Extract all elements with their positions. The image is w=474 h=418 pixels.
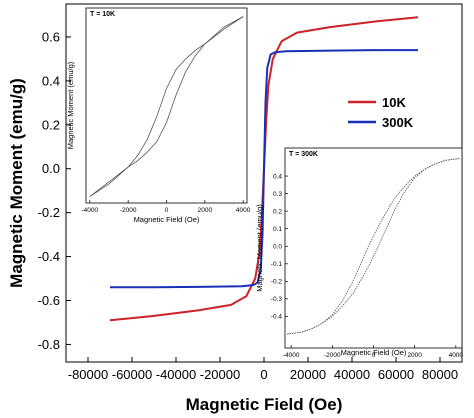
inset0-x-tick-label-2000: 2000 xyxy=(198,207,213,214)
series-line-300k xyxy=(110,49,418,289)
main-x-tick-label-0: 0 xyxy=(260,367,267,382)
legend-label-10k: 10K xyxy=(382,95,406,110)
legend: 10K 300K xyxy=(348,95,414,130)
inset-10k-x-ticks: -4000 -2000 0 2000 4000 xyxy=(82,200,251,214)
inset1-x-tick-label-0: 0 xyxy=(372,352,376,359)
inset1-y-tick-label-0: 0.0 xyxy=(273,244,282,251)
legend-label-300k: 300K xyxy=(382,115,414,130)
inset0-x-tick-label--4000: -4000 xyxy=(82,207,99,214)
inset1-y-tick-label-0-4: 0.4 xyxy=(273,173,282,180)
inset-10k-curves xyxy=(89,16,244,197)
main-y-tick-label-0-2: 0.2 xyxy=(42,117,60,132)
main-y-tick-label-0: 0.0 xyxy=(42,161,60,176)
inset-300k-frame xyxy=(284,147,463,349)
inset1-y-tick-label--0-1: -0.1 xyxy=(271,261,283,268)
main-x-axis-label: Magnetic Field (Oe) xyxy=(186,395,343,414)
inset-300k-title: T = 300K xyxy=(289,151,318,158)
inset-300k: -4000 -2000 0 2000 4000 -0.4 -0.3 -0.2 -0.1 0.0 0… xyxy=(255,147,464,359)
main-y-tick-label--0-8: -0.8 xyxy=(38,337,60,352)
inset-300k-y-axis-label: Magnetic Moment (emu/g) xyxy=(255,204,264,292)
inset-10k-title: T = 10K xyxy=(90,11,115,18)
inset1-y-tick-label--0-4: -0.4 xyxy=(271,314,283,321)
main-y-tick-label-0-6: 0.6 xyxy=(42,29,60,44)
main-y-tick-label-0-4: 0.4 xyxy=(42,73,60,88)
main-x-tick-label-60000: 60000 xyxy=(378,367,414,382)
main-x-tick-label-80000: 80000 xyxy=(422,367,458,382)
inset1-y-tick-label-0-2: 0.2 xyxy=(273,208,282,215)
inset-300k-curves xyxy=(287,158,460,335)
inset0-curve-lower xyxy=(89,16,244,197)
inset0-x-tick-label-4000: 4000 xyxy=(236,207,251,214)
main-y-axis-label: Magnetic Moment (emu/g) xyxy=(7,78,26,288)
main-x-ticks: -80000 -60000 -40000 -20000 0 20000 40000 60000… xyxy=(68,357,458,382)
inset0-x-tick-label-0: 0 xyxy=(165,207,169,214)
inset-10k-frame xyxy=(85,7,248,204)
inset1-x-tick-label--2000: -2000 xyxy=(324,352,341,359)
inset1-x-tick-label-4000: 4000 xyxy=(449,352,464,359)
main-x-tick-label--60000: -60000 xyxy=(112,367,152,382)
inset1-y-tick-label--0-2: -0.2 xyxy=(271,279,283,286)
inset1-y-tick-label-0-1: 0.1 xyxy=(273,226,282,233)
main-x-tick-label--20000: -20000 xyxy=(200,367,240,382)
main-x-tick-label-40000: 40000 xyxy=(334,367,370,382)
inset-10k: -4000 -2000 0 2000 4000 T = 10K Magnetic Fie… xyxy=(66,7,251,224)
inset-10k-x-axis-label: Magnetic Field (Oe) xyxy=(134,215,200,224)
main-y-tick-label--0-2: -0.2 xyxy=(38,205,60,220)
main-y-tick-label--0-6: -0.6 xyxy=(38,293,60,308)
inset1-y-tick-label-0-3: 0.3 xyxy=(273,191,282,198)
inset-300k-x-axis-label: Magnetic Field (Oe) xyxy=(341,348,407,357)
inset1-x-tick-label-2000: 2000 xyxy=(407,352,422,359)
inset-300k-y-ticks: -0.4 -0.3 -0.2 -0.1 0.0 0.1 0.2 0.3 0.4 xyxy=(271,173,288,321)
main-plot: -80000 -60000 -40000 -20000 0 20000 40000 60000… xyxy=(7,3,463,414)
main-x-tick-label--80000: -80000 xyxy=(68,367,108,382)
inset-10k-y-axis-label: Magnetic Moment (emu/g) xyxy=(66,61,75,149)
inset1-y-tick-label--0-3: -0.3 xyxy=(271,296,283,303)
main-series-group xyxy=(109,16,419,322)
main-x-tick-label--40000: -40000 xyxy=(156,367,196,382)
inset0-x-tick-label--2000: -2000 xyxy=(120,207,137,214)
inset1-curve-lower xyxy=(287,158,460,335)
main-y-ticks: -0.8 -0.6 -0.4 -0.2 0.0 0.2 0.4 0.6 xyxy=(38,29,71,352)
inset-300k-x-ticks: -4000 -2000 0 2000 4000 xyxy=(283,345,464,359)
main-x-tick-label-20000: 20000 xyxy=(290,367,326,382)
inset1-x-tick-label--4000: -4000 xyxy=(283,352,300,359)
main-y-tick-label--0-4: -0.4 xyxy=(38,249,60,264)
